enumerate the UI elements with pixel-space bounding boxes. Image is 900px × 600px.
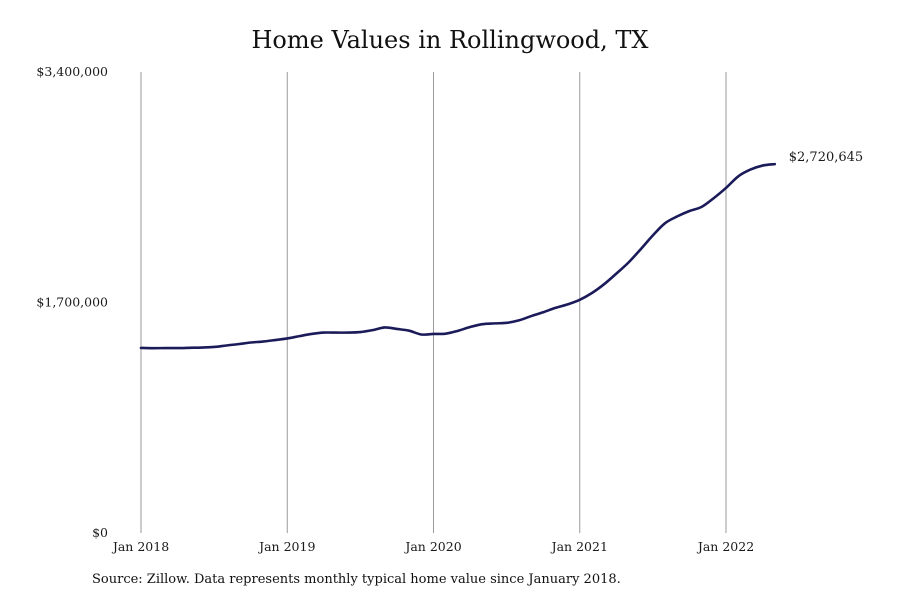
x-tick-label: Jan 2019 bbox=[257, 539, 315, 554]
source-note: Source: Zillow. Data represents monthly … bbox=[92, 572, 621, 587]
y-tick-label: $1,700,000 bbox=[36, 295, 108, 310]
chart-title: Home Values in Rollingwood, TX bbox=[251, 26, 649, 54]
end-value-label: $2,720,645 bbox=[789, 150, 863, 165]
x-tick-label: Jan 2018 bbox=[111, 539, 169, 554]
y-tick-label: $0 bbox=[92, 525, 108, 540]
home-value-line bbox=[139, 162, 777, 350]
x-tick-label: Jan 2021 bbox=[550, 539, 608, 554]
x-tick-label: Jan 2022 bbox=[696, 539, 754, 554]
y-tick-label: $3,400,000 bbox=[36, 64, 108, 79]
x-tick-label: Jan 2020 bbox=[403, 539, 461, 554]
